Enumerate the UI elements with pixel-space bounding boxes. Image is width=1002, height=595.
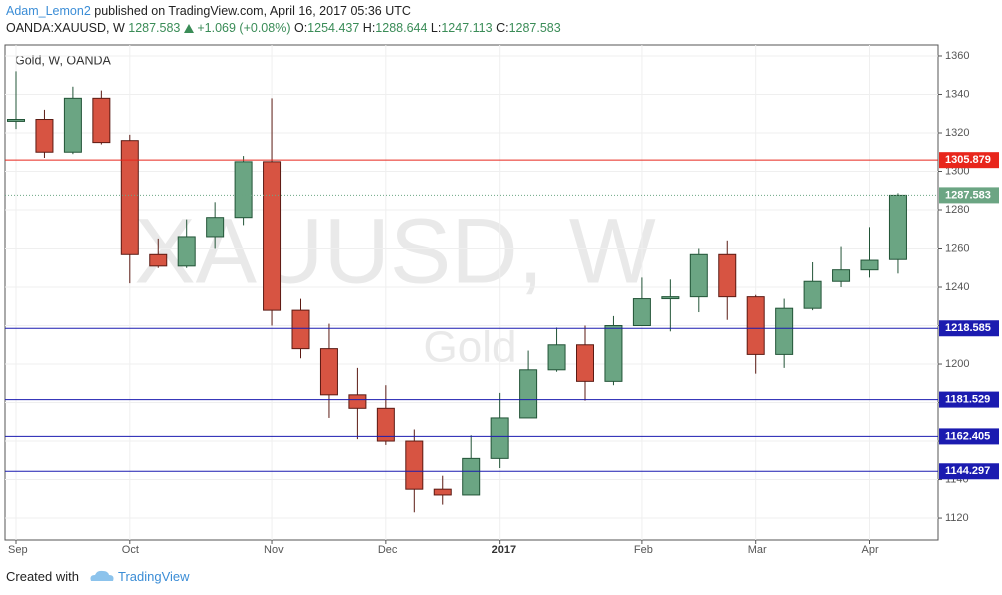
candle-body xyxy=(177,236,196,267)
candle-body xyxy=(547,344,566,371)
candle-body xyxy=(888,194,907,260)
candle-body xyxy=(376,407,395,442)
quote-line: OANDA:XAUUSD, W 1287.583 +1.069 (+0.08%)… xyxy=(6,21,561,35)
candle-body xyxy=(519,369,538,419)
candle-body xyxy=(348,394,367,409)
candle-body xyxy=(689,253,708,298)
tradingview-link[interactable]: TradingView xyxy=(118,569,190,584)
x-tick-label: Feb xyxy=(634,544,653,556)
last-price: 1287.583 xyxy=(128,21,181,35)
level-label: 1162.405 xyxy=(945,430,990,442)
y-tick-label: 1360 xyxy=(945,50,969,62)
candle-body xyxy=(803,280,822,309)
candle-body xyxy=(490,417,509,459)
level-box xyxy=(939,391,999,408)
x-tick-label: Dec xyxy=(378,544,398,556)
candle-body xyxy=(206,217,225,238)
y-tick-label: 1200 xyxy=(945,358,969,370)
candle-body xyxy=(319,348,338,396)
low-label: L: xyxy=(430,21,442,35)
y-tick-label: 1340 xyxy=(945,88,969,100)
level-box xyxy=(939,463,999,480)
y-tick-label: 1280 xyxy=(945,204,969,216)
candle-body xyxy=(632,298,651,327)
x-tick-label: Mar xyxy=(748,544,767,556)
y-tick-label: 1120 xyxy=(945,512,969,524)
x-tick-label: Nov xyxy=(264,544,284,556)
author-link[interactable]: Adam_Lemon2 xyxy=(6,4,91,18)
y-tick-label: 1260 xyxy=(945,242,969,254)
candle-body xyxy=(462,457,481,496)
logo xyxy=(90,570,114,581)
level-box xyxy=(939,152,999,169)
high-label: H: xyxy=(362,21,376,35)
candle-body xyxy=(234,161,253,219)
candle-body xyxy=(291,309,310,350)
candle-body xyxy=(661,296,680,300)
publish-text: published on TradingView.com, April 16, … xyxy=(94,4,411,18)
up-arrow xyxy=(183,24,194,33)
last-price-label: 1287.583 xyxy=(945,189,991,201)
y-tick-label: 1240 xyxy=(945,281,969,293)
y-tick-label: 1300 xyxy=(945,165,969,177)
candle-body xyxy=(604,325,623,382)
candle-body xyxy=(775,307,794,355)
candle-body xyxy=(7,119,25,122)
candle-body xyxy=(860,259,879,271)
x-tick-label: Oct xyxy=(122,544,139,556)
footer: Created with TradingView xyxy=(6,569,190,584)
x-tick-label: Apr xyxy=(862,544,879,556)
close-label: C: xyxy=(496,21,509,35)
level-label: 1305.879 xyxy=(945,154,991,166)
watermark-sub: Gold xyxy=(424,323,517,372)
open-value: 1254.437 xyxy=(307,21,360,35)
candle-body xyxy=(576,344,594,382)
y-tick-label: 1320 xyxy=(945,127,969,139)
candle-body xyxy=(832,269,851,282)
candle-body xyxy=(149,253,168,267)
candle-body xyxy=(92,97,111,144)
x-tick-label: 2017 xyxy=(492,544,516,556)
candle-body xyxy=(120,140,139,255)
last-price-box xyxy=(939,187,999,204)
candle-body xyxy=(746,296,765,355)
high-value: 1288.644 xyxy=(375,21,428,35)
open-label: O: xyxy=(293,21,308,35)
level-label: 1218.585 xyxy=(945,322,991,334)
level-box xyxy=(939,428,999,445)
chart: XAUUSD, W Gold Gold, W, OANDA 1120114011… xyxy=(4,44,999,556)
candle-body xyxy=(405,440,424,490)
created-with: Created with xyxy=(6,569,79,584)
candle-body xyxy=(718,253,737,298)
candle-body xyxy=(263,161,282,311)
level-box xyxy=(939,320,999,337)
candle-body xyxy=(433,488,452,496)
low-value: 1247.113 xyxy=(441,21,493,35)
level-label: 1144.297 xyxy=(945,465,990,477)
change: +1.069 (+0.08%) xyxy=(197,21,291,35)
close-value: 1287.583 xyxy=(508,21,561,35)
x-tick-label: Sep xyxy=(8,544,28,556)
publish-line: Adam_Lemon2 published on TradingView.com… xyxy=(6,4,411,18)
level-label: 1181.529 xyxy=(945,393,990,405)
candle-body xyxy=(63,97,82,153)
symbol: OANDA:XAUUSD, W xyxy=(6,21,125,35)
chart-title: Gold, W, OANDA xyxy=(15,53,112,67)
candle-body xyxy=(35,119,54,153)
